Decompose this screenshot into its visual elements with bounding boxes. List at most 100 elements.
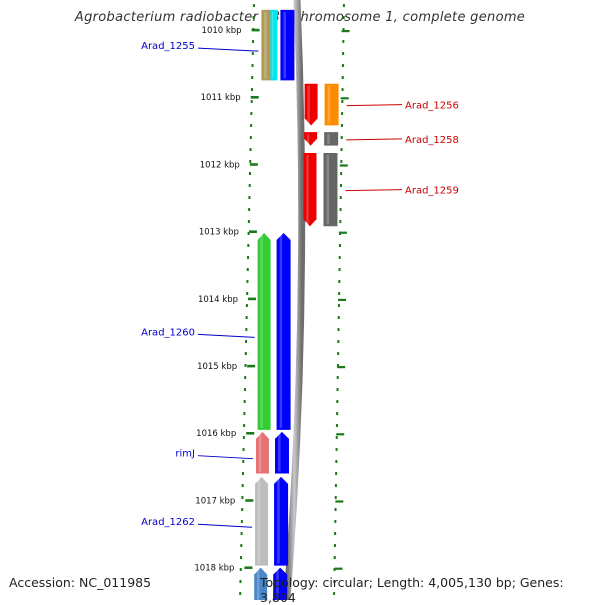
guide-dot <box>340 148 343 151</box>
cds-bar-highlight <box>327 85 331 124</box>
tick-mark <box>248 297 257 301</box>
guide-dot <box>341 112 344 115</box>
guide-dot <box>338 244 341 247</box>
guide-dot <box>245 304 248 307</box>
gene-bar-highlight <box>257 569 260 600</box>
guide-dot <box>249 148 252 151</box>
gene-bar-highlight <box>271 11 274 79</box>
gene-label: Arad_1259 <box>405 186 459 197</box>
tick-label: 1013 kbp <box>199 228 239 238</box>
guide-dot <box>338 256 341 259</box>
guide-dot <box>334 484 337 487</box>
guide-dot <box>339 220 342 223</box>
cds-bar <box>324 83 339 126</box>
guide-dot <box>338 268 341 271</box>
guide-dot <box>241 508 244 511</box>
tick-mark <box>245 499 254 502</box>
label-leader <box>197 523 253 528</box>
gene-label: Arad_1256 <box>405 101 459 112</box>
cds-bar <box>324 132 339 146</box>
gene-label: rimJ <box>175 449 195 460</box>
guide-dot <box>239 580 242 583</box>
guide-dot <box>243 388 246 391</box>
guide-dot <box>248 208 251 211</box>
gene-labels: Arad_1255 Arad_1256 Arad_1258 Arad_1259 Arad… <box>141 41 459 528</box>
tick-mark <box>341 30 350 33</box>
guide-dot <box>337 352 340 355</box>
tick-mark <box>337 366 346 369</box>
guide-dot <box>337 304 340 307</box>
tick-label: 1018 kbp <box>194 564 234 574</box>
label-leader <box>346 104 403 107</box>
guide-dot <box>246 280 249 283</box>
guide-dot <box>341 76 344 79</box>
guide-dot <box>335 424 338 427</box>
tick-label: 1017 kbp <box>195 496 235 506</box>
guide-dot <box>334 532 337 535</box>
guide-dot <box>337 328 340 331</box>
tick-label: 1012 kbp <box>200 160 240 170</box>
guide-dot <box>337 340 340 343</box>
tick-mark <box>246 432 255 435</box>
cds-bar-highlight <box>283 11 286 79</box>
tick-mark <box>340 97 349 100</box>
gene-bar <box>304 132 318 146</box>
guide-dot <box>335 436 338 439</box>
guide-dot <box>336 388 339 391</box>
guide-dot <box>252 40 255 43</box>
guide-dot <box>241 472 244 475</box>
guide-dot <box>333 556 336 559</box>
guide-dot <box>342 52 345 55</box>
label-leader <box>197 47 259 52</box>
guide-dot <box>240 544 243 547</box>
guide-dot <box>341 100 344 103</box>
guide-dot <box>342 4 345 7</box>
guide-dot <box>334 508 337 511</box>
guide-dot <box>241 496 244 499</box>
guide-dot <box>247 220 250 223</box>
gene-bar-highlight <box>307 85 310 124</box>
guide-dot <box>251 52 254 55</box>
label-leader <box>197 333 255 338</box>
guide-dot <box>247 256 250 259</box>
cds-bar-highlight <box>278 433 281 472</box>
gene-bar <box>254 567 268 600</box>
guide-dot <box>335 448 338 451</box>
track-guides <box>239 4 345 595</box>
guide-dot <box>244 352 247 355</box>
gene-bar-highlight <box>264 11 267 79</box>
guide-dot <box>240 532 243 535</box>
guide-dot <box>248 172 251 175</box>
guide-dot <box>241 484 244 487</box>
guide-dot <box>242 436 245 439</box>
tick-mark <box>335 500 344 503</box>
guide-dot <box>251 64 254 67</box>
gene-label: Arad_1262 <box>141 517 195 528</box>
guide-dot <box>251 76 254 79</box>
guide-dot <box>338 292 341 295</box>
gene-bar <box>303 152 317 227</box>
cds-bar <box>273 567 288 600</box>
tick-mark <box>336 433 345 436</box>
gene-bar-highlight <box>307 134 310 144</box>
gene-bar <box>255 431 269 474</box>
topology-summary: Topology: circular; Length: 4,005,130 bp… <box>260 575 564 605</box>
cds-bar <box>274 431 289 474</box>
cds-bar-highlight <box>279 234 283 428</box>
guide-dot <box>252 16 255 19</box>
gene-bar <box>257 232 271 430</box>
guide-dot <box>248 196 251 199</box>
guide-dot <box>335 472 338 475</box>
tick-mark <box>251 28 260 32</box>
tick-mark <box>339 164 348 167</box>
guide-dot <box>249 160 252 163</box>
gene-label: Arad_1258 <box>405 135 459 146</box>
backbone-curve <box>283 0 306 600</box>
guide-dot <box>336 364 339 367</box>
gene-bar-highlight <box>306 154 309 225</box>
guide-dot <box>242 448 245 451</box>
guide-dot <box>248 184 251 187</box>
guide-dot <box>342 28 345 31</box>
label-leader <box>197 455 254 460</box>
